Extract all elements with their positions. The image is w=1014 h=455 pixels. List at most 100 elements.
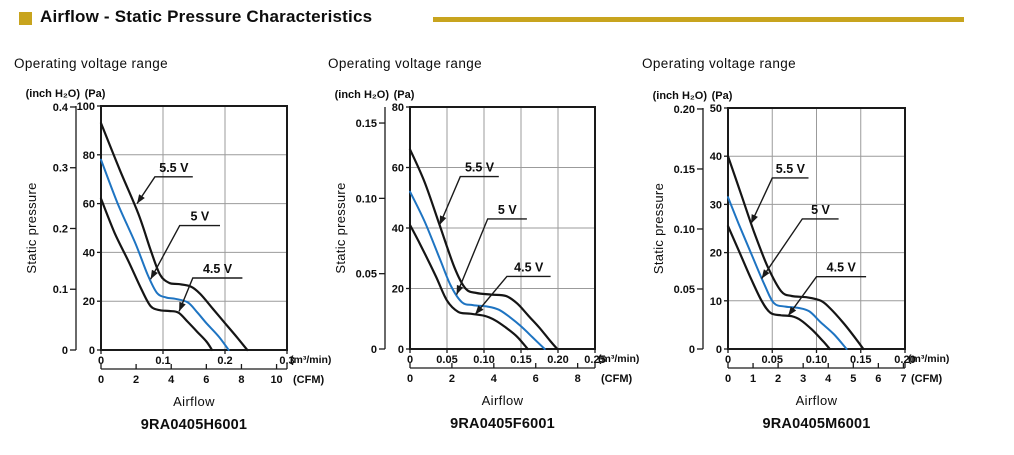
model-label: 9RA0405M6001 [763,416,871,432]
m3min-axis: 0 0.1 0.2 0.3(m³/min) [98,350,331,367]
tick-label: 0.25 [584,354,605,366]
pa-axis: 0 20 40 60 80 100 [77,101,101,357]
tick-label: 80 [392,102,404,114]
voltage-label: 4.5 V [203,262,233,276]
tick-label: 0 [398,344,404,356]
arrowhead-icon [475,305,484,315]
series-curve-4.5V [726,225,831,351]
series-curve-5.5V [99,122,249,352]
tick-label: 0 [716,344,722,356]
cfm-axis: 0 1 2 3 4 5 6 7 (CFM) [725,363,942,385]
tick-label: 60 [83,199,95,211]
annotation-5.5V: 5.5 V [750,162,809,224]
x-unit-m3: (m³/min) [908,353,949,365]
arrowhead-icon [751,214,758,224]
tick-label: 8 [238,374,244,386]
chart-title: Operating voltage range [642,56,796,71]
series-curve-4.5V [99,197,214,352]
y-unit-inch: (inch H₂O) [653,90,708,102]
model-label: 9RA0405H6001 [141,417,247,433]
tick-label: 0.15 [674,164,695,176]
section-title: Airflow - Static Pressure Characteristic… [40,7,373,26]
inch-h2o-axis: 0 0.1 0.2 0.3 0.4 [53,102,77,357]
tick-label: 0.2 [53,223,68,235]
annotation-4.5V: 4.5 V [178,262,243,312]
annotation-5.5V: 5.5 V [438,161,499,226]
tick-label: 2 [449,373,455,385]
tick-label: 0 [98,355,104,367]
voltage-label: 4.5 V [827,261,857,275]
tick-label: 50 [710,103,722,115]
tick-label: 0.10 [473,354,494,366]
tick-label: 0.15 [850,354,871,366]
arrowhead-icon [761,269,770,279]
voltage-label: 5 V [498,203,517,217]
tick-label: 0 [89,345,95,357]
tick-label: 5 [850,373,856,385]
arrowhead-icon [456,284,464,295]
tick-label: 30 [710,199,722,211]
tick-label: 10 [710,296,722,308]
pa-axis: 0 10 20 30 40 50 [710,103,728,356]
tick-label: 0.10 [674,224,695,236]
tick-label: 10 [270,374,282,386]
annotation-5V: 5 V [455,203,527,295]
tick-label: 0.05 [674,284,695,296]
x-axis-label: Airflow [173,394,215,409]
tick-label: 0.20 [894,354,915,366]
arrowhead-icon [150,269,158,280]
tick-label: 4 [491,373,498,385]
x-unit-cfm: (CFM) [601,373,632,385]
series-curve-5.5V [726,155,865,351]
y-axis-label: Static pressure [651,183,666,274]
y-unit-inch: (inch H₂O) [335,89,390,101]
x-unit-cfm: (CFM) [911,373,942,385]
header-rule [433,17,964,22]
plot-frame [100,105,288,351]
pa-axis: 0 20 40 60 80 [392,102,410,356]
tick-label: 2 [133,374,139,386]
x-unit-m3: (m³/min) [290,354,331,366]
tick-label: 0.05 [762,354,783,366]
y-unit-inch: (inch H₂O) [26,88,81,100]
arrowhead-icon [137,194,145,204]
x-unit-cfm: (CFM) [293,374,324,386]
chart-9RA0405H6001: Operating voltage range(inch H₂O) (Pa)020… [14,56,331,433]
tick-label: 60 [392,163,404,175]
tick-label: 3 [800,373,806,385]
annotation-4.5V: 4.5 V [474,260,551,315]
arrowhead-icon [179,301,186,312]
m3min-axis: 0 0.05 0.10 0.15 0.20(m³/min) [725,349,949,366]
chart-title: Operating voltage range [328,56,482,71]
tick-label: 7 [900,373,906,385]
chart-9RA0405M6001: Operating voltage range(inch H₂O) (Pa)010… [642,56,949,432]
y-axis-label: Static pressure [333,182,348,273]
tick-label: 4 [168,374,175,386]
series-curve-4.5V [408,223,529,351]
tick-label: 0.10 [356,193,377,205]
series-curve-5V [409,190,546,350]
tick-label: 0 [62,345,68,357]
tick-label: 0 [725,373,731,385]
cfm-axis: 0 2 4 6 8 (CFM) [407,363,632,385]
x-axis-label: Airflow [796,393,838,408]
tick-label: 0 [689,344,695,356]
tick-label: 20 [710,248,722,260]
y-unit-pa: (Pa) [85,88,106,100]
annotation-5V: 5 V [761,203,839,279]
tick-label: 6 [875,373,881,385]
voltage-label: 5 V [191,210,210,224]
voltage-label: 5 V [811,203,830,217]
tick-label: 0 [98,374,104,386]
tick-label: 20 [392,284,404,296]
tick-label: 8 [575,373,581,385]
tick-label: 80 [83,150,95,162]
tick-label: 0.1 [155,355,170,367]
tick-label: 0 [407,373,413,385]
tick-label: 0.3 [279,355,294,367]
gridlines [728,108,905,349]
annotation-5.5V: 5.5 V [136,161,193,204]
model-label: 9RA0405F6001 [450,416,555,432]
tick-label: 40 [392,223,404,235]
